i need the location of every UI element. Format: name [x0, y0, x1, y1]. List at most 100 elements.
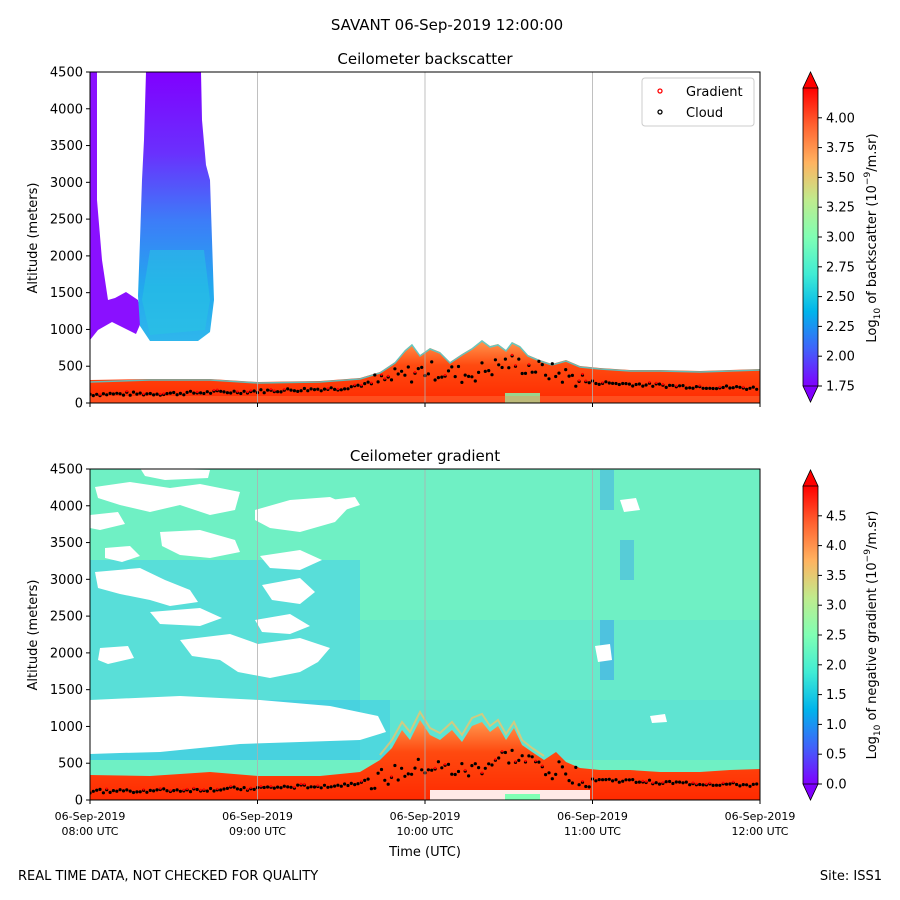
cloud-point	[708, 386, 712, 390]
cloud-point	[456, 769, 461, 774]
cloud-point	[490, 373, 494, 377]
cloud-point	[721, 385, 725, 390]
gradient-point	[527, 363, 531, 366]
cloud-point	[647, 778, 652, 782]
cloud-point	[178, 391, 182, 395]
cloud-point	[714, 387, 719, 391]
cloud-point	[152, 393, 156, 397]
backscatter-cloud-points	[90, 353, 759, 398]
cloud-point	[115, 789, 119, 793]
gradient-point	[698, 384, 701, 387]
gradient-heatmap	[90, 469, 760, 800]
cloud-point	[560, 380, 565, 384]
cloud-point	[286, 387, 290, 391]
gradient-point	[651, 781, 654, 784]
gradient-point	[269, 785, 273, 788]
cloud-point	[95, 392, 99, 396]
cloud-point	[483, 369, 487, 373]
gradient-point	[494, 758, 497, 761]
x-tick-time: 09:00 UTC	[229, 825, 286, 838]
gradient-point	[229, 784, 232, 788]
cloud-point	[98, 787, 102, 792]
gradient-point	[655, 381, 658, 385]
cloud-point	[544, 373, 548, 377]
cloud-point	[728, 386, 732, 390]
cloud-point	[678, 384, 682, 388]
cloud-point	[691, 386, 695, 390]
cloud-point	[366, 777, 370, 781]
y-tick-label: 3000	[50, 573, 83, 588]
gradient-point	[246, 788, 249, 791]
cloud-point	[165, 789, 169, 793]
cloud-point	[135, 790, 139, 794]
cloud-point	[634, 780, 638, 785]
cloud-point	[369, 787, 373, 791]
cloud-point	[748, 784, 752, 788]
backscatter-title: Ceilometer backscatter	[337, 50, 513, 68]
gradient-point	[269, 388, 273, 391]
cloud-point	[376, 380, 380, 384]
cloud-point	[192, 391, 196, 395]
cloud-point	[534, 370, 538, 374]
gradient-point	[722, 781, 725, 784]
gradient-point	[691, 781, 695, 784]
cloud-point	[376, 771, 380, 775]
gradient-point	[360, 384, 363, 387]
cloud-point	[738, 385, 742, 389]
colorbar-tick-label: 3.50	[826, 171, 855, 186]
cloud-point	[487, 762, 491, 766]
cloud-point	[219, 389, 223, 393]
cloud-point	[684, 780, 688, 784]
cloud-point	[490, 763, 494, 767]
cloud-point	[738, 784, 742, 788]
cloud-point	[601, 778, 605, 782]
cloud-point	[349, 385, 353, 389]
gradient-point	[380, 373, 383, 376]
gradient-point	[293, 785, 296, 789]
cloud-point	[339, 388, 343, 392]
cloud-point	[162, 787, 166, 791]
cloud-point	[128, 789, 132, 793]
cloud-point	[339, 784, 343, 788]
cloud-point	[205, 390, 209, 394]
cloud-point	[232, 785, 236, 789]
cloud-point	[480, 361, 484, 365]
cloud-point	[282, 784, 286, 788]
cloud-point	[487, 369, 491, 373]
colorbar-tick-label: 2.00	[826, 350, 855, 365]
cloud-point	[343, 387, 347, 391]
cloud-point	[319, 786, 323, 790]
cloud-point	[403, 373, 407, 377]
cloud-point	[570, 781, 575, 785]
cloud-point	[748, 386, 752, 390]
gradient-surface-green	[505, 794, 540, 800]
cloud-point	[239, 391, 243, 396]
cloud-point	[202, 391, 206, 396]
cloud-point	[433, 378, 437, 382]
cloud-point	[614, 778, 618, 782]
cloud-point	[111, 789, 115, 793]
cloud-point	[614, 381, 618, 386]
gradient-point	[708, 781, 711, 785]
cloud-point	[587, 785, 591, 789]
cloud-point	[145, 392, 149, 396]
gradient-point	[169, 789, 172, 792]
legend-marker-cloud	[657, 109, 663, 115]
gradient-point	[534, 759, 537, 762]
x-tick-date: 06-Sep-2019	[55, 810, 126, 823]
cloud-point	[262, 391, 266, 395]
backscatter-colorbar-ticks: 1.75 2.00 2.25 2.50 2.75 3.00 3.25 3.50 3.75 4.00	[818, 111, 855, 395]
gradient-point	[142, 392, 145, 396]
gradient-point	[182, 788, 185, 792]
cloud-point	[121, 393, 126, 397]
cloud-point	[624, 382, 628, 386]
cloud-point	[440, 375, 444, 379]
cloud-point	[751, 782, 755, 787]
colorbar-tick-label: 1.75	[826, 380, 855, 395]
x-tick-date: 06-Sep-2019	[222, 810, 293, 823]
backscatter-colorbar-label: Log10 of backscatter (10−9/m.sr)	[863, 133, 883, 342]
cloud-point	[597, 778, 601, 782]
gradient-point	[500, 750, 504, 753]
cloud-point	[95, 788, 99, 792]
backscatter-ylabel: Altitude (meters)	[26, 183, 41, 294]
